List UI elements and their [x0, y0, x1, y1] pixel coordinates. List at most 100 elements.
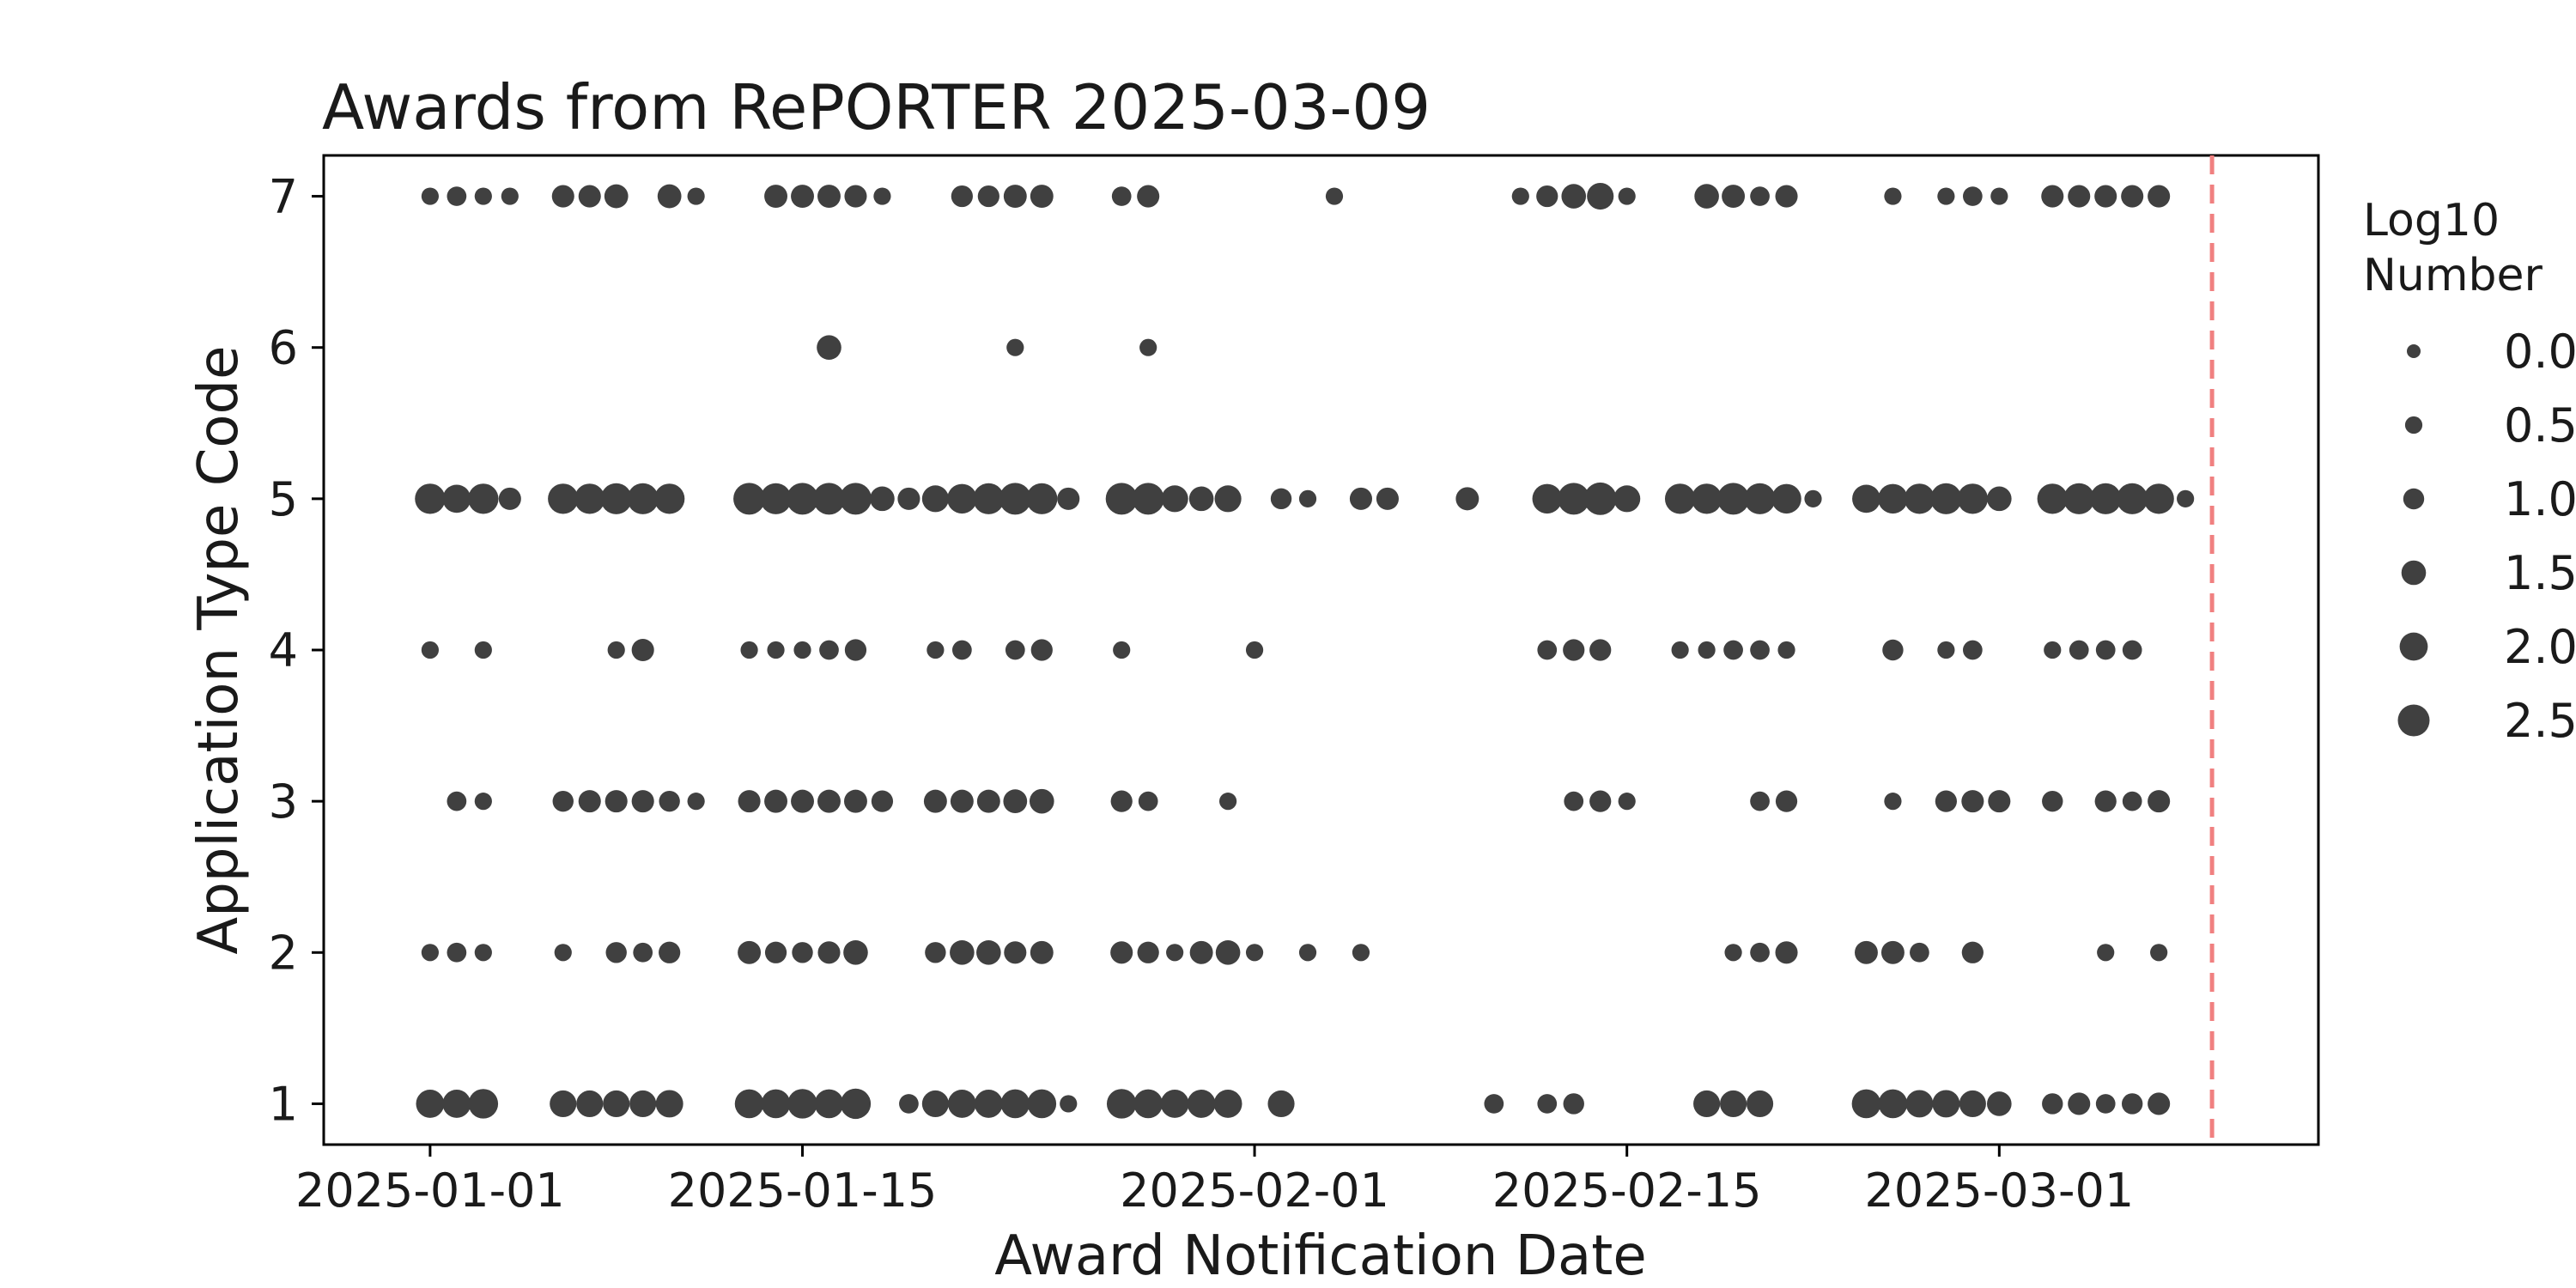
- data-point: [1884, 793, 1902, 811]
- data-point: [2044, 641, 2062, 659]
- data-point: [921, 1090, 949, 1118]
- data-point: [1747, 1090, 1774, 1118]
- data-point: [1880, 940, 1905, 964]
- data-point: [474, 187, 492, 205]
- data-point: [1750, 640, 1770, 660]
- data-point: [1904, 483, 1935, 514]
- data-point: [1852, 484, 1880, 513]
- data-point: [1935, 790, 1957, 812]
- data-point: [974, 1090, 1003, 1118]
- data-point: [1987, 1091, 2012, 1116]
- data-point: [1030, 940, 1054, 964]
- data-point: [1213, 1090, 1242, 1118]
- legend-marker: [2399, 632, 2428, 661]
- data-point: [1693, 1090, 1721, 1118]
- legend: Log10 Number 0.0 0.5 1.0 1.5 2.0 2.5: [2363, 195, 2576, 748]
- data-point: [1298, 944, 1317, 962]
- data-point: [687, 187, 705, 205]
- data-point: [2150, 944, 2168, 962]
- data-point: [764, 941, 787, 963]
- x-tick-label: 2025-02-01: [1120, 1163, 1389, 1218]
- data-point: [1270, 488, 1292, 510]
- data-point: [1990, 187, 2008, 205]
- data-point: [659, 941, 681, 963]
- data-point: [952, 640, 972, 660]
- data-point: [1352, 944, 1370, 962]
- data-point: [1132, 483, 1164, 515]
- x-tick-label: 2025-01-15: [668, 1163, 938, 1218]
- legend-label: 0.0: [2504, 325, 2576, 379]
- data-point: [793, 641, 811, 659]
- data-point: [844, 789, 867, 813]
- data-point: [734, 1089, 764, 1119]
- legend-label: 2.0: [2504, 620, 2576, 674]
- data-point: [1218, 793, 1237, 811]
- x-axis-label: Award Notification Date: [994, 1224, 1646, 1288]
- data-point: [1962, 640, 1983, 660]
- data-point: [1105, 483, 1138, 515]
- data-point: [921, 485, 949, 513]
- data-point: [605, 942, 627, 963]
- data-point: [923, 789, 947, 813]
- data-point: [2122, 640, 2142, 660]
- legend-label: 1.0: [2504, 472, 2576, 526]
- data-point: [1484, 1094, 1504, 1114]
- data-point: [1325, 187, 1344, 205]
- data-point: [1589, 790, 1612, 812]
- data-point: [442, 1090, 471, 1118]
- data-point: [474, 944, 492, 962]
- data-point: [1744, 483, 1776, 514]
- data-point: [1245, 641, 1264, 659]
- data-point: [1511, 187, 1529, 205]
- data-point: [2095, 1094, 2116, 1114]
- data-point: [498, 487, 521, 510]
- data-point: [1618, 793, 1636, 811]
- data-point: [2148, 790, 2171, 813]
- data-point: [1771, 483, 1801, 514]
- data-point: [1613, 485, 1641, 513]
- data-point: [416, 1090, 445, 1118]
- data-point: [1003, 789, 1028, 814]
- data-point: [1618, 187, 1636, 205]
- data-point: [2042, 790, 2063, 812]
- data-point: [421, 944, 439, 962]
- data-point: [738, 940, 762, 964]
- data-point: [817, 941, 841, 964]
- data-point: [1004, 941, 1027, 964]
- data-point: [1691, 483, 1722, 514]
- data-point: [655, 1090, 683, 1118]
- data-point: [604, 184, 629, 209]
- data-point: [1720, 1090, 1747, 1118]
- data-point: [973, 483, 1005, 514]
- data-point: [1937, 641, 1955, 659]
- data-point: [1750, 186, 1770, 206]
- data-point: [1777, 641, 1795, 659]
- y-tick-label: 5: [269, 472, 298, 526]
- data-point: [631, 790, 654, 813]
- data-point: [950, 789, 974, 813]
- data-point: [1750, 791, 1770, 811]
- data-point: [447, 186, 467, 206]
- data-point: [1245, 944, 1264, 962]
- data-point: [951, 185, 973, 208]
- data-point: [2042, 1093, 2063, 1115]
- data-point: [421, 187, 439, 205]
- legend-title-line2: Number: [2363, 250, 2543, 301]
- data-point: [1884, 187, 1902, 205]
- data-point: [605, 790, 628, 813]
- data-point: [844, 185, 867, 208]
- data-point: [733, 483, 766, 515]
- x-tick-label: 2025-02-15: [1492, 1163, 1762, 1218]
- data-point: [1060, 1095, 1078, 1113]
- y-axis: 1 2 3 4 5 6 7: [269, 170, 324, 1131]
- legend-label: 2.5: [2504, 694, 2576, 748]
- data-point: [738, 790, 761, 813]
- data-point: [548, 483, 579, 514]
- data-point: [1937, 187, 1955, 205]
- data-point: [2094, 185, 2117, 208]
- data-point: [817, 335, 841, 361]
- data-point: [2117, 483, 2148, 514]
- data-point: [1057, 487, 1080, 510]
- data-point: [1005, 640, 1025, 660]
